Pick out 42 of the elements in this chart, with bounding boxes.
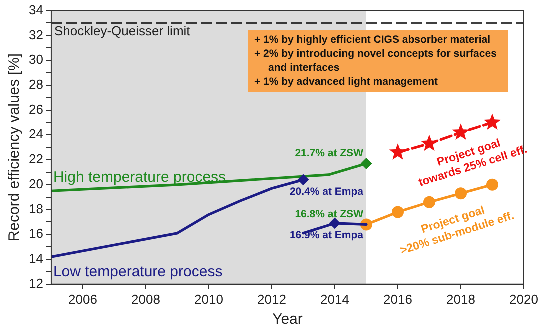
- point: [452, 124, 470, 140]
- y-tick-label: 16: [28, 226, 44, 242]
- series-label: Low temperature process: [53, 264, 223, 281]
- y-tick-label: 20: [28, 176, 44, 192]
- x-axis-title: Year: [272, 311, 303, 328]
- point: [392, 206, 404, 218]
- x-tick-label: 2010: [194, 292, 224, 307]
- point: [486, 178, 498, 191]
- x-tick-label: 2018: [446, 292, 476, 307]
- point: [420, 134, 438, 152]
- x-tick-label: 2020: [510, 292, 538, 307]
- data-label: 20.4% at Empa: [290, 186, 364, 198]
- annotation: 16.8% at ZSW: [295, 208, 364, 220]
- x-tick-label: 2016: [384, 292, 412, 307]
- x-tick-label: 2012: [258, 292, 286, 307]
- y-tick-label: 22: [28, 152, 44, 167]
- point: [298, 174, 309, 186]
- y-tick-label: 32: [28, 27, 44, 42]
- y-tick-label: 18: [28, 201, 44, 216]
- point: [360, 158, 372, 170]
- y-tick-label: 34: [28, 2, 44, 18]
- x-tick-label: 2014: [320, 292, 350, 307]
- y-tick-label: 24: [28, 126, 44, 142]
- data-label: 21.7% at ZSW: [295, 147, 364, 160]
- y-tick-label: 30: [28, 52, 44, 68]
- annotation: + 1% by advanced light management: [254, 75, 439, 90]
- ref-line-label: Shockley-Queisser limit: [54, 23, 191, 38]
- x-tick-label: 2006: [68, 292, 98, 307]
- y-axis-title: Record efficiency values [%]: [6, 54, 24, 242]
- y-tick-label: 12: [28, 276, 44, 291]
- y-tick-label: 28: [28, 76, 44, 92]
- text: Project goal towards 25% cell eff.: [418, 138, 529, 190]
- point: [454, 188, 467, 200]
- y-tick-label: 14: [28, 251, 44, 266]
- y-tick-label: 26: [28, 102, 44, 117]
- note-box: + 1% by highly efficient CIGS absorber material + 2% by introducing novel concepts for surfaces and interfaces + 1% by advanced light management: [248, 30, 508, 92]
- point: [329, 218, 340, 229]
- annotation: + 1% by highly efficient CIGS absorber material: [254, 33, 492, 48]
- x-tick-label: 2008: [132, 292, 160, 307]
- annotation: + 2% by introducing novel concepts for surfaces and interfaces: [254, 47, 498, 76]
- point: [484, 114, 502, 130]
- point: [423, 196, 436, 208]
